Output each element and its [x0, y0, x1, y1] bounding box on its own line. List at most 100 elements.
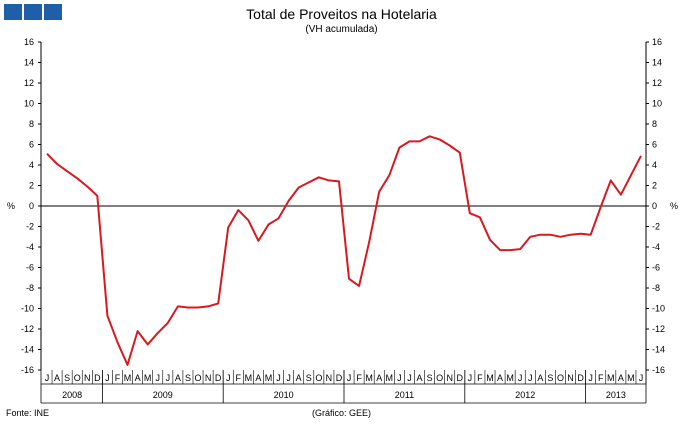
year-label: 2011: [395, 390, 414, 400]
x-tick-label: A: [537, 373, 543, 383]
x-tick-label: D: [577, 373, 584, 383]
x-tick-label: A: [417, 373, 423, 383]
y-tick-label-left: 14: [24, 58, 34, 68]
x-tick-label: O: [195, 373, 202, 383]
x-tick-label: J: [276, 373, 281, 383]
y-tick-label-right: -16: [652, 365, 665, 375]
y-tick-label-left: 12: [24, 78, 34, 88]
x-tick-label: A: [54, 373, 60, 383]
chart-subtitle: (VH acumulada): [305, 24, 378, 35]
x-tick-label: O: [436, 373, 443, 383]
x-tick-label: O: [557, 373, 564, 383]
x-tick-label: M: [627, 373, 635, 383]
x-tick-label: D: [336, 373, 343, 383]
x-tick-label: A: [497, 373, 503, 383]
x-tick-label: J: [468, 373, 473, 383]
x-tick-label: N: [446, 373, 453, 383]
y-tick-label-right: 2: [652, 181, 657, 191]
y-tick-label-right: -4: [652, 242, 660, 252]
year-label: 2009: [153, 390, 173, 400]
y-tick-label-right: -6: [652, 263, 660, 273]
y-tick-label-right: 12: [652, 78, 662, 88]
x-tick-label: N: [205, 373, 212, 383]
logo-block: [24, 4, 42, 20]
x-tick-label: M: [486, 373, 494, 383]
x-tick-label: M: [386, 373, 394, 383]
x-tick-label: J: [397, 373, 402, 383]
y-tick-label-right: 10: [652, 99, 662, 109]
x-tick-label: A: [175, 373, 181, 383]
x-tick-label: N: [567, 373, 574, 383]
series-line: [46, 135, 642, 366]
x-tick-label: J: [226, 373, 231, 383]
x-tick-label: D: [215, 373, 222, 383]
x-tick-label: M: [265, 373, 273, 383]
x-tick-label: J: [407, 373, 412, 383]
y-axis-label-left: %: [7, 201, 15, 211]
x-tick-label: F: [356, 373, 362, 383]
y-tick-label-left: 0: [29, 201, 34, 211]
y-tick-label-left: 2: [29, 181, 34, 191]
y-tick-label-left: -10: [21, 304, 34, 314]
y-tick-label-left: -8: [26, 283, 34, 293]
y-tick-label-right: -2: [652, 222, 660, 232]
x-tick-label: N: [326, 373, 333, 383]
x-tick-label: J: [155, 373, 160, 383]
y-tick-label-left: 4: [29, 160, 34, 170]
source-note: Fonte: INE: [6, 408, 50, 418]
logo-block: [44, 4, 62, 20]
x-tick-label: M: [245, 373, 253, 383]
x-tick-label: J: [639, 373, 644, 383]
y-tick-label-right: 6: [652, 140, 657, 150]
y-tick-label-right: -8: [652, 283, 660, 293]
y-tick-label-left: -6: [26, 263, 34, 273]
x-tick-label: M: [124, 373, 132, 383]
y-tick-label-right: -12: [652, 324, 665, 334]
x-tick-label: O: [74, 373, 81, 383]
x-tick-label: A: [296, 373, 302, 383]
x-tick-label: J: [347, 373, 352, 383]
x-tick-label: S: [427, 373, 433, 383]
y-tick-label-left: -14: [21, 345, 34, 355]
logo-block: [4, 4, 22, 20]
y-tick-label-right: 16: [652, 37, 662, 47]
y-tick-label-left: -12: [21, 324, 34, 334]
x-tick-label: F: [115, 373, 121, 383]
x-tick-label: S: [185, 373, 191, 383]
y-axis-label-right: %: [670, 201, 678, 211]
x-tick-label: S: [306, 373, 312, 383]
y-tick-label-left: -2: [26, 222, 34, 232]
y-tick-label-left: 10: [24, 99, 34, 109]
x-tick-label: S: [64, 373, 70, 383]
chart-title: Total de Proveitos na Hotelaria: [246, 6, 437, 22]
x-tick-label: M: [506, 373, 514, 383]
x-tick-label: M: [365, 373, 373, 383]
y-tick-label-right: -10: [652, 304, 665, 314]
x-tick-label: D: [94, 373, 101, 383]
y-tick-label-left: -16: [21, 365, 34, 375]
x-tick-label: S: [547, 373, 553, 383]
year-label: 2008: [62, 390, 82, 400]
year-label: 2013: [606, 390, 626, 400]
x-tick-label: M: [144, 373, 152, 383]
x-tick-label: O: [315, 373, 322, 383]
x-tick-label: F: [598, 373, 604, 383]
x-tick-label: J: [588, 373, 593, 383]
y-tick-label-left: 8: [29, 119, 34, 129]
x-tick-label: J: [518, 373, 523, 383]
x-tick-label: J: [105, 373, 110, 383]
x-tick-label: A: [255, 373, 261, 383]
y-tick-label-right: 8: [652, 119, 657, 129]
x-tick-label: F: [477, 373, 483, 383]
x-tick-label: D: [457, 373, 464, 383]
y-tick-label-right: 4: [652, 160, 657, 170]
x-tick-label: J: [286, 373, 291, 383]
x-tick-label: A: [618, 373, 624, 383]
x-tick-label: A: [376, 373, 382, 383]
year-label: 2010: [274, 390, 294, 400]
year-label: 2012: [515, 390, 535, 400]
credit-note: (Gráfico: GEE): [312, 408, 372, 418]
x-tick-label: J: [45, 373, 50, 383]
x-tick-label: M: [607, 373, 615, 383]
